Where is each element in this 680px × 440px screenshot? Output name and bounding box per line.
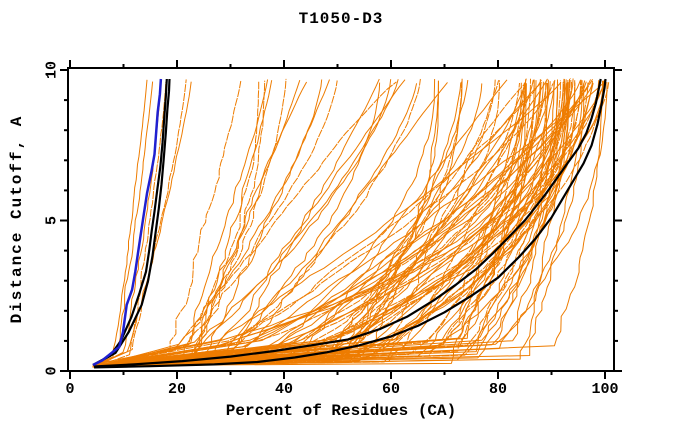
server-model-curve [92,79,301,368]
server-model-curve [96,79,542,367]
axes-frame: 0 20 40 60 80 100 0 5 10 [43,60,622,398]
highlighted-model-right-2 [94,78,607,369]
server-model-curve [99,81,555,368]
server-model-curve [99,82,562,366]
server-model-curve [99,80,583,367]
chart-title: T1050-D3 [298,10,384,28]
server-model-curve [97,79,269,366]
server-model-curve [94,80,338,366]
x-tick-label: 80 [489,381,507,398]
y-tick-label: 0 [43,366,60,375]
highlighted-model-right-1 [94,78,602,368]
server-model-curve [97,80,266,366]
server-model-curve [98,83,585,368]
server-model-curve [95,79,582,368]
x-axis-label: Percent of Residues (CA) [225,402,457,420]
server-model-curve [94,81,397,368]
highlighted-curves [92,78,607,369]
server-model-curve [97,81,154,368]
server-model-curve [93,79,541,368]
x-tick-label: 0 [65,381,74,398]
server-model-curve [98,80,586,368]
server-model-curve [97,83,548,368]
server-model-curve [99,79,605,366]
server-model-curve [98,80,576,367]
server-model-curve [96,82,526,367]
server-model-curve [95,79,592,367]
server-model-curve [96,78,571,367]
y-axis-label: Distance Cutoff, A [8,114,26,324]
server-model-curve [97,83,554,366]
server-model-curve [94,79,406,366]
server-model-curve [95,81,463,367]
server-model-curve [96,79,323,368]
server-model-curve [97,78,571,367]
server-model-curve [99,82,608,367]
server-model-curve [99,82,543,367]
highlighted-model-left-1 [92,78,168,366]
x-tick-label: 100 [591,381,618,398]
ensemble-curves [92,78,610,368]
server-model-curve [92,80,537,366]
server-model-curve [96,82,526,368]
server-model-curve [96,79,569,368]
server-model-curve [92,81,192,368]
server-model-curve [96,82,610,365]
y-tick-label: 10 [43,61,60,79]
x-tick-label: 40 [275,381,293,398]
server-model-curve [93,79,148,367]
server-model-curve [98,81,570,367]
x-tick-label: 60 [382,381,400,398]
server-model-curve [96,83,527,366]
server-model-curve [93,78,421,367]
server-model-curve [94,81,564,365]
server-model-curve [93,83,568,368]
server-model-curve [100,81,605,366]
highlighted-model-left-2 [92,78,171,366]
y-tick-label: 5 [43,216,60,225]
server-model-curve [92,79,594,367]
x-tick-label: 20 [168,381,186,398]
server-model-curve [94,79,607,368]
server-model-curve [94,79,399,367]
server-model-curve [95,82,547,367]
server-model-curve [98,81,551,368]
server-model-curve [94,78,287,367]
server-model-curve [94,80,500,368]
server-model-curve [100,78,531,366]
server-model-curve [96,80,469,368]
server-model-curve [97,82,448,367]
server-model-curve [97,81,587,368]
server-model-curve [94,79,330,366]
server-model-curve [100,82,167,366]
server-model-curve [93,82,526,368]
reference-model-blue [92,78,163,367]
server-model-curve [96,80,603,366]
server-model-curve [100,82,605,368]
server-model-curve [96,82,381,366]
server-model-curve [93,79,187,367]
server-model-curve [100,83,418,366]
server-model-curve [94,79,567,368]
server-model-curve [95,80,242,367]
server-model-curve [92,80,600,366]
server-model-curve [95,82,522,368]
